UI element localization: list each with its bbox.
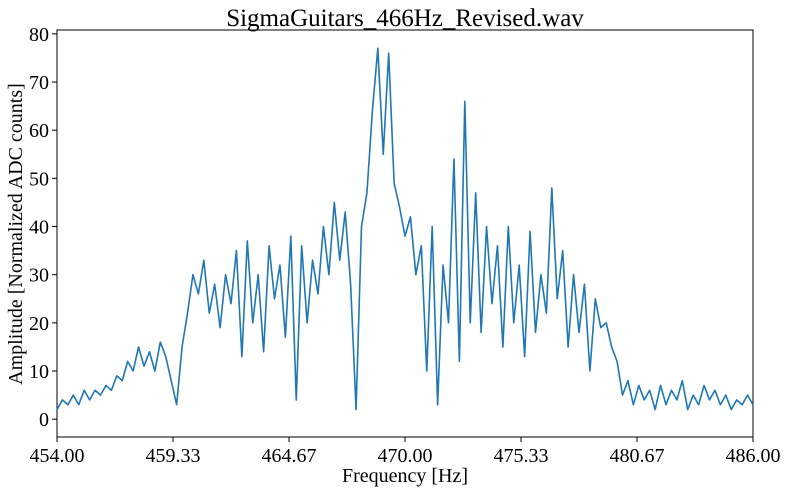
x-tick-label: 459.33 bbox=[145, 445, 200, 467]
y-tick-label: 70 bbox=[29, 72, 49, 94]
y-axis-label: Amplitude [Normalized ADC counts] bbox=[5, 83, 27, 385]
y-tick-label: 50 bbox=[29, 168, 49, 190]
y-tick-label: 20 bbox=[29, 313, 49, 335]
x-axis-label: Frequency [Hz] bbox=[342, 465, 468, 487]
x-tick-label: 475.33 bbox=[493, 445, 548, 467]
data-line bbox=[56, 47, 754, 411]
y-tick-label: 0 bbox=[39, 409, 49, 431]
y-tick-label: 10 bbox=[29, 361, 49, 383]
y-tick-label: 60 bbox=[29, 120, 49, 142]
y-tick-label: 80 bbox=[29, 24, 49, 46]
x-tick-label: 470.00 bbox=[378, 445, 433, 467]
y-tick-label: 40 bbox=[29, 217, 49, 239]
y-tick-label: 30 bbox=[29, 265, 49, 287]
chart-title: SigmaGuitars_466Hz_Revised.wav bbox=[226, 5, 584, 32]
x-tick-label: 464.67 bbox=[262, 445, 317, 467]
x-tick-label: 486.00 bbox=[726, 445, 781, 467]
x-tick-label: 480.67 bbox=[610, 445, 665, 467]
x-tick-label: 454.00 bbox=[30, 445, 85, 467]
